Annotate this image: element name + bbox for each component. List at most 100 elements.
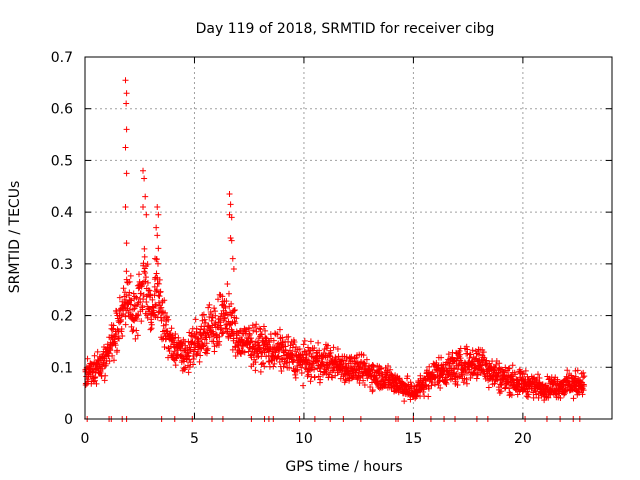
data-point xyxy=(252,367,259,374)
data-point xyxy=(310,347,317,354)
data-point xyxy=(457,355,464,362)
data-point xyxy=(323,345,330,352)
data-point xyxy=(172,362,179,369)
data-point xyxy=(122,77,129,84)
y-tick-label: 0.2 xyxy=(51,309,73,325)
x-tick-label: 10 xyxy=(295,431,313,447)
data-point xyxy=(413,393,420,400)
data-point xyxy=(445,351,452,358)
data-point xyxy=(211,348,218,355)
data-point xyxy=(437,384,444,391)
data-point xyxy=(165,316,172,323)
data-point xyxy=(514,391,521,398)
x-axis-label: GPS time / hours xyxy=(285,459,402,475)
data-point xyxy=(280,363,287,370)
data-point xyxy=(227,235,234,241)
data-point xyxy=(456,348,463,355)
data-point xyxy=(141,245,148,252)
data-point xyxy=(118,312,125,319)
data-point xyxy=(580,369,587,376)
data-point xyxy=(291,338,298,345)
data-point xyxy=(117,316,124,323)
data-point xyxy=(522,367,529,374)
data-point xyxy=(382,378,389,385)
data-point xyxy=(114,347,121,354)
data-point xyxy=(148,321,155,328)
data-point xyxy=(579,391,586,398)
data-point xyxy=(361,381,368,388)
data-point xyxy=(171,348,178,355)
data-point xyxy=(257,326,264,333)
data-point xyxy=(123,126,130,133)
data-point xyxy=(286,364,293,371)
data-point xyxy=(444,377,451,384)
data-point xyxy=(153,224,160,231)
data-point xyxy=(91,352,98,359)
data-point xyxy=(123,90,130,97)
data-point xyxy=(193,325,200,332)
data-point xyxy=(116,294,123,301)
data-point xyxy=(252,324,259,331)
data-point xyxy=(311,344,318,351)
y-tick-label: 0 xyxy=(64,412,73,428)
data-point xyxy=(143,298,150,305)
data-point xyxy=(110,357,117,364)
data-point xyxy=(153,270,160,277)
data-point xyxy=(107,347,114,354)
data-point xyxy=(260,323,267,330)
data-point xyxy=(205,323,212,330)
data-point xyxy=(276,326,283,333)
data-point xyxy=(506,385,513,392)
data-point xyxy=(228,214,235,221)
data-point xyxy=(493,361,500,368)
data-point xyxy=(154,260,161,267)
data-point xyxy=(256,325,263,332)
data-point xyxy=(199,343,206,350)
y-tick-label: 0.7 xyxy=(51,50,73,66)
data-point xyxy=(143,211,150,218)
data-point xyxy=(161,297,168,304)
data-point xyxy=(141,175,148,182)
data-point xyxy=(158,304,165,311)
data-point xyxy=(202,330,209,337)
data-point xyxy=(133,327,140,334)
data-point xyxy=(84,355,91,362)
data-point xyxy=(502,364,509,371)
data-point xyxy=(112,342,119,349)
data-point xyxy=(270,363,277,370)
data-point xyxy=(327,349,334,356)
data-point xyxy=(368,379,375,386)
data-point xyxy=(147,291,154,298)
data-point xyxy=(572,373,579,380)
data-point xyxy=(564,367,571,374)
data-point xyxy=(246,344,253,351)
data-point xyxy=(278,368,285,375)
data-point xyxy=(102,372,109,379)
data-point xyxy=(307,338,314,345)
data-point xyxy=(260,360,267,367)
data-point xyxy=(342,377,349,384)
data-point xyxy=(134,332,141,339)
data-point xyxy=(500,368,507,375)
data-point xyxy=(361,360,368,367)
data-point xyxy=(334,346,341,353)
data-point xyxy=(192,316,199,323)
data-point xyxy=(223,298,230,305)
data-point xyxy=(217,319,224,326)
data-point xyxy=(354,376,361,383)
chart-title: Day 119 of 2018, SRMTID for receiver cib… xyxy=(196,21,495,37)
data-point xyxy=(294,366,301,373)
data-point xyxy=(329,374,336,381)
data-point xyxy=(155,280,162,287)
y-tick-label: 0.4 xyxy=(51,205,73,221)
data-point xyxy=(557,395,564,402)
data-point xyxy=(116,335,123,342)
data-point xyxy=(262,327,269,334)
data-point xyxy=(261,349,268,356)
data-point xyxy=(202,319,209,326)
data-point xyxy=(228,237,235,244)
data-point xyxy=(300,341,307,348)
data-point xyxy=(142,270,149,277)
y-axis-label: SRMTID / TECUs xyxy=(7,181,23,294)
data-point xyxy=(166,347,173,354)
